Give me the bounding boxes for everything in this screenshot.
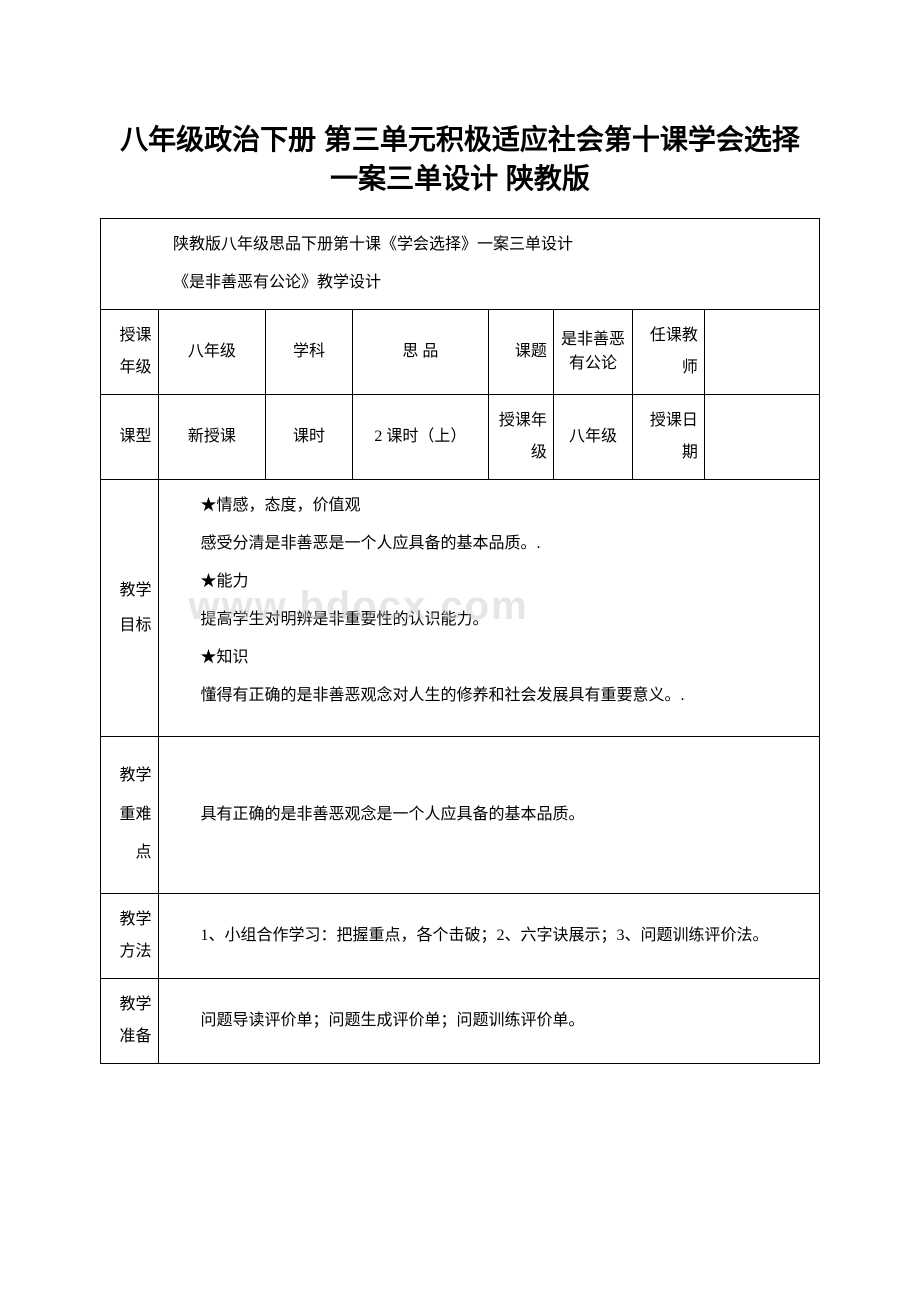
title-line-2: 一案三单设计 陕教版 — [330, 163, 590, 194]
value-topic: 是非善恶有公论 — [553, 310, 632, 395]
header-line-2: 《是非善恶有公论》教学设计 — [141, 271, 805, 295]
label-teacher: 任课教师 — [633, 310, 705, 395]
header-line-1: 陕教版八年级思品下册第十课《学会选择》一案三单设计 — [141, 233, 805, 257]
info-row-2: 课型 新授课 课时 2 课时（上） 授课年级 八年级 授课日期 — [101, 395, 820, 480]
value-grade: 八年级 — [158, 310, 266, 395]
label-grade: 授课年级 — [101, 310, 159, 395]
label-subject: 学科 — [266, 310, 352, 395]
label-topic: 课题 — [489, 310, 554, 395]
prep-row: 教学准备 问题导读评价单；问题生成评价单；问题训练评价单。 — [101, 978, 820, 1063]
method-text: 1、小组合作学习：把握重点，各个击破；2、六字诀展示；3、问题训练评价法。 — [169, 924, 813, 948]
value-date — [704, 395, 819, 480]
goals-p6: 懂得有正确的是非善恶观念对人生的修养和社会发展具有重要意义。. — [169, 684, 805, 708]
label-hours: 课时 — [266, 395, 352, 480]
title-line-1: 八年级政治下册 第三单元积极适应社会第十课学会选择 — [120, 124, 800, 155]
header-row: 陕教版八年级思品下册第十课《学会选择》一案三单设计 《是非善恶有公论》教学设计 — [101, 219, 820, 310]
label-goals: 教学目标 — [101, 480, 159, 737]
value-grade2: 八年级 — [553, 395, 632, 480]
goals-p5: ★知识 — [169, 646, 805, 670]
value-subject: 思 品 — [352, 310, 489, 395]
lesson-plan-table: 陕教版八年级思品下册第十课《学会选择》一案三单设计 《是非善恶有公论》教学设计 … — [100, 218, 820, 1063]
label-date: 授课日期 — [633, 395, 705, 480]
label-focus: 教学重难点 — [101, 737, 159, 893]
label-grade2: 授课年级 — [489, 395, 554, 480]
label-type: 课型 — [101, 395, 159, 480]
goals-row: 教学目标 ★情感，态度，价值观 感受分清是非善恶是一个人应具备的基本品质。. ★… — [101, 480, 820, 737]
method-row: 教学方法 1、小组合作学习：把握重点，各个击破；2、六字诀展示；3、问题训练评价… — [101, 893, 820, 978]
goals-p3: ★能力 — [169, 570, 805, 594]
goals-p1: ★情感，态度，价值观 — [169, 494, 805, 518]
label-prep: 教学准备 — [101, 978, 159, 1063]
prep-text: 问题导读评价单；问题生成评价单；问题训练评价单。 — [169, 1009, 813, 1033]
value-hours: 2 课时（上） — [352, 395, 489, 480]
goals-p2: 感受分清是非善恶是一个人应具备的基本品质。. — [169, 532, 805, 556]
value-type: 新授课 — [158, 395, 266, 480]
goals-p4: 提高学生对明辨是非重要性的认识能力。 — [169, 608, 805, 632]
info-row-1: 授课年级 八年级 学科 思 品 课题 是非善恶有公论 任课教师 — [101, 310, 820, 395]
page-title: 八年级政治下册 第三单元积极适应社会第十课学会选择 一案三单设计 陕教版 — [100, 120, 820, 198]
focus-text: 具有正确的是非善恶观念是一个人应具备的基本品质。 — [169, 803, 813, 827]
label-method: 教学方法 — [101, 893, 159, 978]
value-teacher — [704, 310, 819, 395]
focus-row: 教学重难点 具有正确的是非善恶观念是一个人应具备的基本品质。 — [101, 737, 820, 893]
